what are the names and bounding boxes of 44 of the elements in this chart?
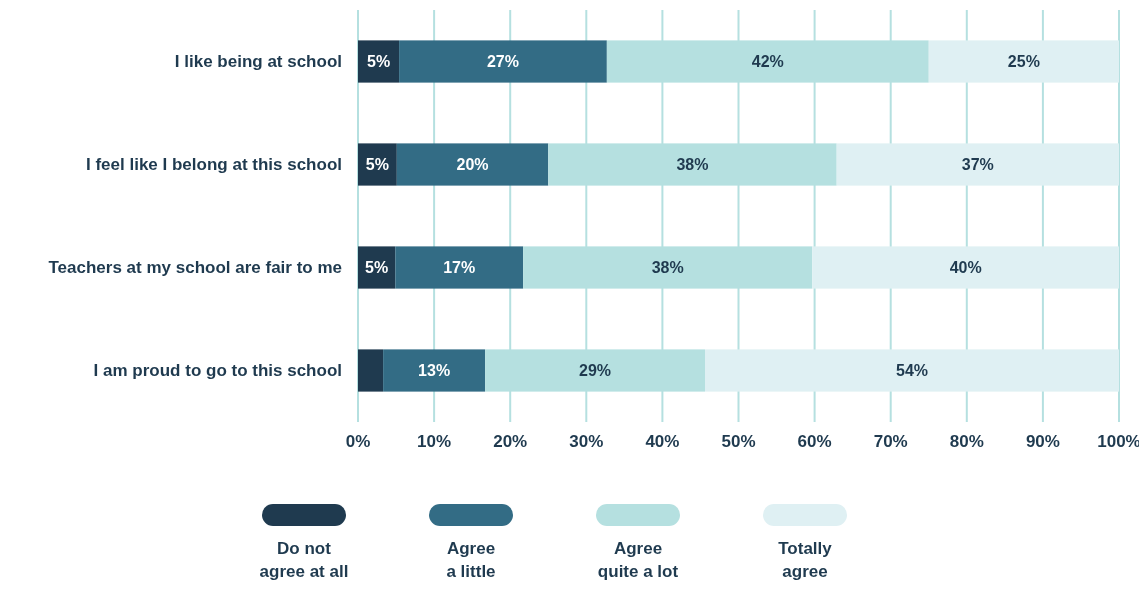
bar — [396, 143, 549, 186]
data-label: 5% — [365, 259, 389, 277]
data-label: 27% — [486, 53, 519, 71]
bar — [812, 246, 1119, 289]
x-tick-label: 30% — [569, 432, 604, 451]
data-label: 29% — [579, 362, 612, 380]
data-label: 38% — [676, 156, 709, 174]
x-tick-label: 10% — [417, 432, 452, 451]
bar — [358, 349, 384, 392]
data-label: 40% — [949, 259, 982, 277]
legend-label: Agree quite a lot — [597, 539, 679, 581]
data-label: 42% — [751, 53, 784, 71]
legend-label: Do not agree at all — [259, 539, 349, 581]
bar — [395, 246, 524, 289]
y-tick-label: I like being at school — [174, 52, 342, 72]
legend-label: Totally agree — [778, 539, 833, 581]
x-tick-label: 80% — [949, 432, 984, 451]
data-label: 5% — [365, 156, 389, 174]
bar — [836, 143, 1119, 186]
bar — [399, 40, 607, 83]
data-label: 37% — [961, 156, 994, 174]
data-label: 13% — [418, 362, 451, 380]
legend-label: Agree a little — [446, 539, 496, 581]
x-tick-label: 70% — [873, 432, 908, 451]
data-label: 25% — [1007, 53, 1040, 71]
y-tick-label: I feel like I belong at this school — [86, 155, 342, 175]
data-label: 38% — [651, 259, 684, 277]
x-tick-label: 60% — [797, 432, 832, 451]
y-tick-label: Teachers at my school are fair to me — [48, 258, 342, 278]
x-tick-label: 50% — [721, 432, 756, 451]
data-label: 20% — [456, 156, 489, 174]
x-tick-label: 40% — [645, 432, 680, 451]
data-label: 5% — [366, 53, 391, 71]
x-tick-label: 20% — [493, 432, 528, 451]
bar — [358, 143, 397, 186]
bar — [358, 40, 400, 83]
bar — [705, 349, 1119, 392]
x-tick-label: 90% — [1025, 432, 1060, 451]
data-label: 54% — [895, 362, 929, 380]
data-label: 17% — [443, 259, 476, 277]
bar — [383, 349, 486, 392]
x-tick-label: 0% — [345, 432, 371, 451]
bar — [928, 40, 1119, 83]
y-tick-label: I am proud to go to this school — [93, 361, 342, 381]
